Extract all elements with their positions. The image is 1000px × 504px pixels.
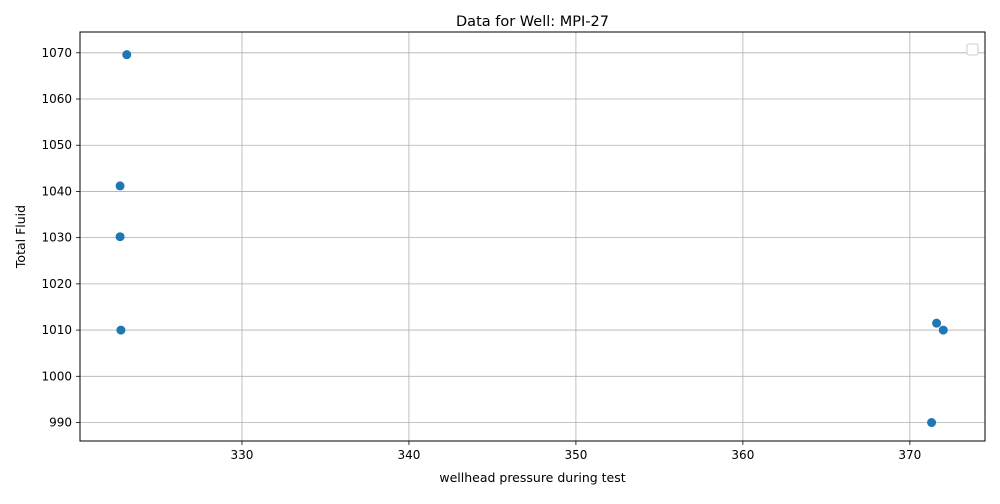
grid [80,32,985,441]
x-tick-label: 330 [231,448,254,462]
data-point [115,181,125,191]
y-tick-label: 1060 [41,92,72,106]
data-point [122,50,132,60]
y-axis-ticks: 990 1000 1010 1020 1030 1040 1050 1060 1070 [41,46,80,430]
y-tick-label: 1050 [41,138,72,152]
y-tick-label: 1020 [41,277,72,291]
y-tick-label: 1010 [41,323,72,337]
y-tick-label: 1000 [41,369,72,383]
y-axis-label: Total Fluid [13,205,28,269]
data-point [938,325,948,335]
y-tick-label: 1040 [41,184,72,198]
data-points [115,50,948,428]
y-tick-label: 990 [49,416,72,430]
x-axis-ticks: 330 340 350 360 370 [231,441,921,462]
chart-title: Data for Well: MPI-27 [456,14,609,30]
legend [966,43,979,56]
x-tick-label: 360 [731,448,754,462]
plot-area-frame [79,31,986,442]
data-point [116,325,126,335]
x-axis-label: wellhead pressure during test [439,470,625,485]
data-point [115,232,125,242]
y-tick-label: 1030 [41,231,72,245]
x-tick-label: 370 [898,448,921,462]
data-point [932,318,942,328]
x-tick-label: 340 [397,448,420,462]
y-tick-label: 1070 [41,46,72,60]
data-point [927,418,937,428]
x-tick-label: 350 [564,448,587,462]
